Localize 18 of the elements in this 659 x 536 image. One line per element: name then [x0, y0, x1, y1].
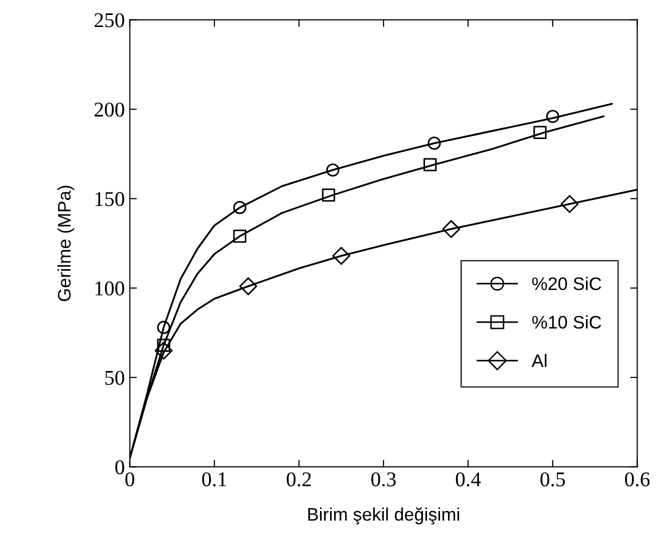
x-tick-label: 0.1 — [202, 472, 226, 486]
legend-label: %20 SiC — [532, 276, 602, 290]
x-tick-label: 0.6 — [625, 472, 650, 486]
y-tick-label: 150 — [96, 192, 124, 206]
legend-label: Al — [532, 354, 546, 367]
x-tick-label: 0.2 — [286, 472, 311, 486]
x-tick-label: 0.5 — [540, 472, 565, 486]
x-tick-label: 0 — [125, 472, 134, 486]
y-tick-label: 200 — [94, 102, 124, 117]
x-axis-title: Birim şekil değişimi — [308, 507, 460, 524]
y-tick-label: 50 — [105, 370, 124, 385]
x-tick-label: 0.4 — [456, 472, 481, 486]
legend-label: %10 SiC — [532, 315, 602, 329]
y-tick-label: 100 — [96, 281, 124, 296]
y-axis-title: Gerilme (MPa) — [57, 186, 74, 302]
y-tick-label: 250 — [94, 13, 124, 28]
y-tick-label: 0 — [115, 460, 124, 474]
x-tick-label: 0.3 — [371, 472, 396, 486]
